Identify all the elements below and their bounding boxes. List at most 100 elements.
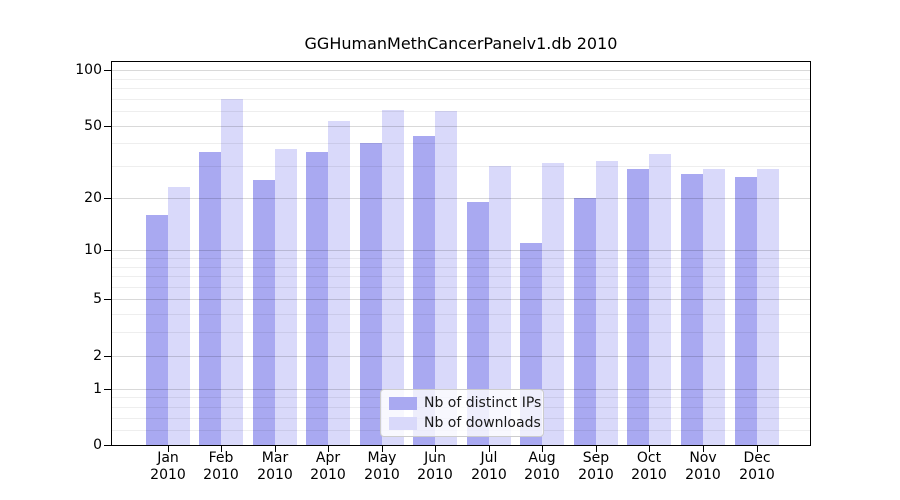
bar-distinct-ips-jul	[466, 201, 489, 445]
x-label-year: 2010	[257, 467, 293, 483]
x-label-month: May	[367, 450, 397, 466]
axis-spine-top	[111, 61, 811, 62]
gridline-minor-4	[112, 314, 810, 316]
gridline-minor-7	[112, 276, 810, 277]
x-tick-label-may: May 2010	[350, 450, 414, 484]
x-tick-label-mar: Mar 2010	[243, 450, 307, 484]
x-label-month: Feb	[208, 450, 234, 466]
y-tick-label-20: 20	[84, 189, 102, 206]
bar-distinct-ips-may	[359, 143, 382, 445]
x-label-year: 2010	[310, 467, 346, 483]
x-tick-label-dec: Dec 2010	[725, 450, 789, 484]
bar-distinct-ips-jan	[145, 214, 168, 445]
bar-downloads-may	[381, 109, 404, 445]
bar-downloads-apr	[328, 120, 351, 445]
legend: Nb of distinct IPs Nb of downloads	[380, 389, 544, 437]
y-tick-20	[104, 197, 111, 199]
gridline-minor-9	[112, 257, 810, 259]
x-label-month: Aug	[528, 450, 556, 466]
gridline-major-10	[112, 250, 810, 252]
legend-item-distinct-ips: Nb of distinct IPs	[389, 394, 543, 412]
bar-distinct-ips-dec	[734, 177, 757, 445]
y-tick-label-100: 100	[75, 62, 102, 78]
x-tick-dec	[757, 446, 758, 452]
legend-label-downloads: Nb of downloads	[424, 415, 541, 431]
x-tick-jul	[489, 446, 490, 452]
x-label-month: Nov	[689, 450, 717, 466]
x-label-year: 2010	[203, 467, 239, 483]
y-tick-0	[104, 445, 111, 446]
x-tick-label-sep: Sep 2010	[564, 450, 628, 484]
bar-distinct-ips-nov	[681, 174, 703, 445]
bar-distinct-ips-jun	[413, 135, 436, 445]
bar-downloads-oct	[649, 153, 672, 445]
bar-distinct-ips-feb	[199, 151, 222, 445]
y-tick-2	[104, 355, 111, 357]
x-tick-mar	[275, 446, 276, 452]
bar-downloads-sep	[595, 160, 618, 445]
x-label-month: Jun	[424, 450, 446, 466]
x-tick-jun	[435, 446, 436, 452]
x-label-year: 2010	[364, 467, 400, 483]
axis-spine-bottom	[111, 445, 811, 446]
gridline-minor-90	[112, 78, 810, 80]
x-tick-label-oct: Oct 2010	[617, 450, 681, 484]
bar-downloads-feb	[221, 98, 244, 445]
x-label-year: 2010	[578, 467, 614, 483]
gridline-minor-60	[112, 111, 810, 112]
gridline-minor-3	[112, 332, 810, 334]
legend-label-distinct-ips: Nb of distinct IPs	[424, 395, 542, 411]
x-label-month: Apr	[315, 450, 341, 466]
bar-downloads-dec	[756, 168, 779, 445]
bar-distinct-ips-mar	[252, 180, 275, 445]
bar-downloads-jun	[435, 111, 458, 445]
y-tick-label-0: 0	[93, 437, 102, 453]
bar-downloads-jul	[488, 166, 511, 445]
x-tick-label-jul: Jul 2010	[457, 450, 521, 484]
x-tick-jan	[168, 446, 169, 452]
x-label-month: Oct	[636, 450, 662, 466]
x-tick-label-jan: Jan 2010	[136, 450, 200, 484]
gridline-major-5	[112, 299, 810, 301]
x-tick-oct	[649, 446, 650, 452]
x-label-month: Mar	[261, 450, 289, 466]
x-tick-label-feb: Feb 2010	[189, 450, 253, 484]
x-label-year: 2010	[417, 467, 453, 483]
x-tick-label-nov: Nov 2010	[671, 450, 735, 484]
bar-downloads-nov	[703, 168, 725, 445]
legend-item-downloads: Nb of downloads	[389, 414, 543, 432]
x-tick-label-apr: Apr 2010	[296, 450, 360, 484]
gridline-minor-40	[112, 143, 810, 145]
bar-distinct-ips-apr	[306, 151, 329, 445]
y-tick-label-1: 1	[93, 380, 102, 397]
x-label-year: 2010	[150, 467, 186, 483]
gridline-minor-80	[112, 87, 810, 89]
x-tick-sep	[596, 446, 597, 452]
gridline-minor-70	[112, 98, 810, 100]
y-tick-100	[104, 70, 111, 71]
x-label-month: Sep	[582, 450, 610, 466]
x-label-year: 2010	[471, 467, 507, 483]
legend-swatch-downloads	[389, 416, 417, 430]
bar-distinct-ips-sep	[573, 197, 596, 445]
y-tick-50	[104, 125, 111, 127]
x-label-year: 2010	[739, 467, 775, 483]
x-tick-feb	[221, 446, 222, 452]
gridline-major-100	[112, 70, 810, 71]
x-label-year: 2010	[524, 467, 560, 483]
y-tick-label-5: 5	[93, 291, 102, 308]
y-tick-1	[104, 388, 111, 390]
y-tick-5	[104, 299, 111, 301]
x-label-month: Dec	[743, 450, 771, 466]
plot-area	[112, 61, 810, 445]
y-tick-label-2: 2	[93, 347, 102, 364]
x-label-month: Jan	[157, 450, 179, 466]
bar-downloads-aug	[542, 163, 565, 445]
x-tick-apr	[328, 446, 329, 452]
x-label-month: Jul	[480, 450, 498, 466]
x-tick-nov	[703, 446, 704, 452]
x-label-year: 2010	[685, 467, 721, 483]
gridline-major-2	[112, 355, 810, 357]
gridline-minor-30	[112, 166, 810, 167]
